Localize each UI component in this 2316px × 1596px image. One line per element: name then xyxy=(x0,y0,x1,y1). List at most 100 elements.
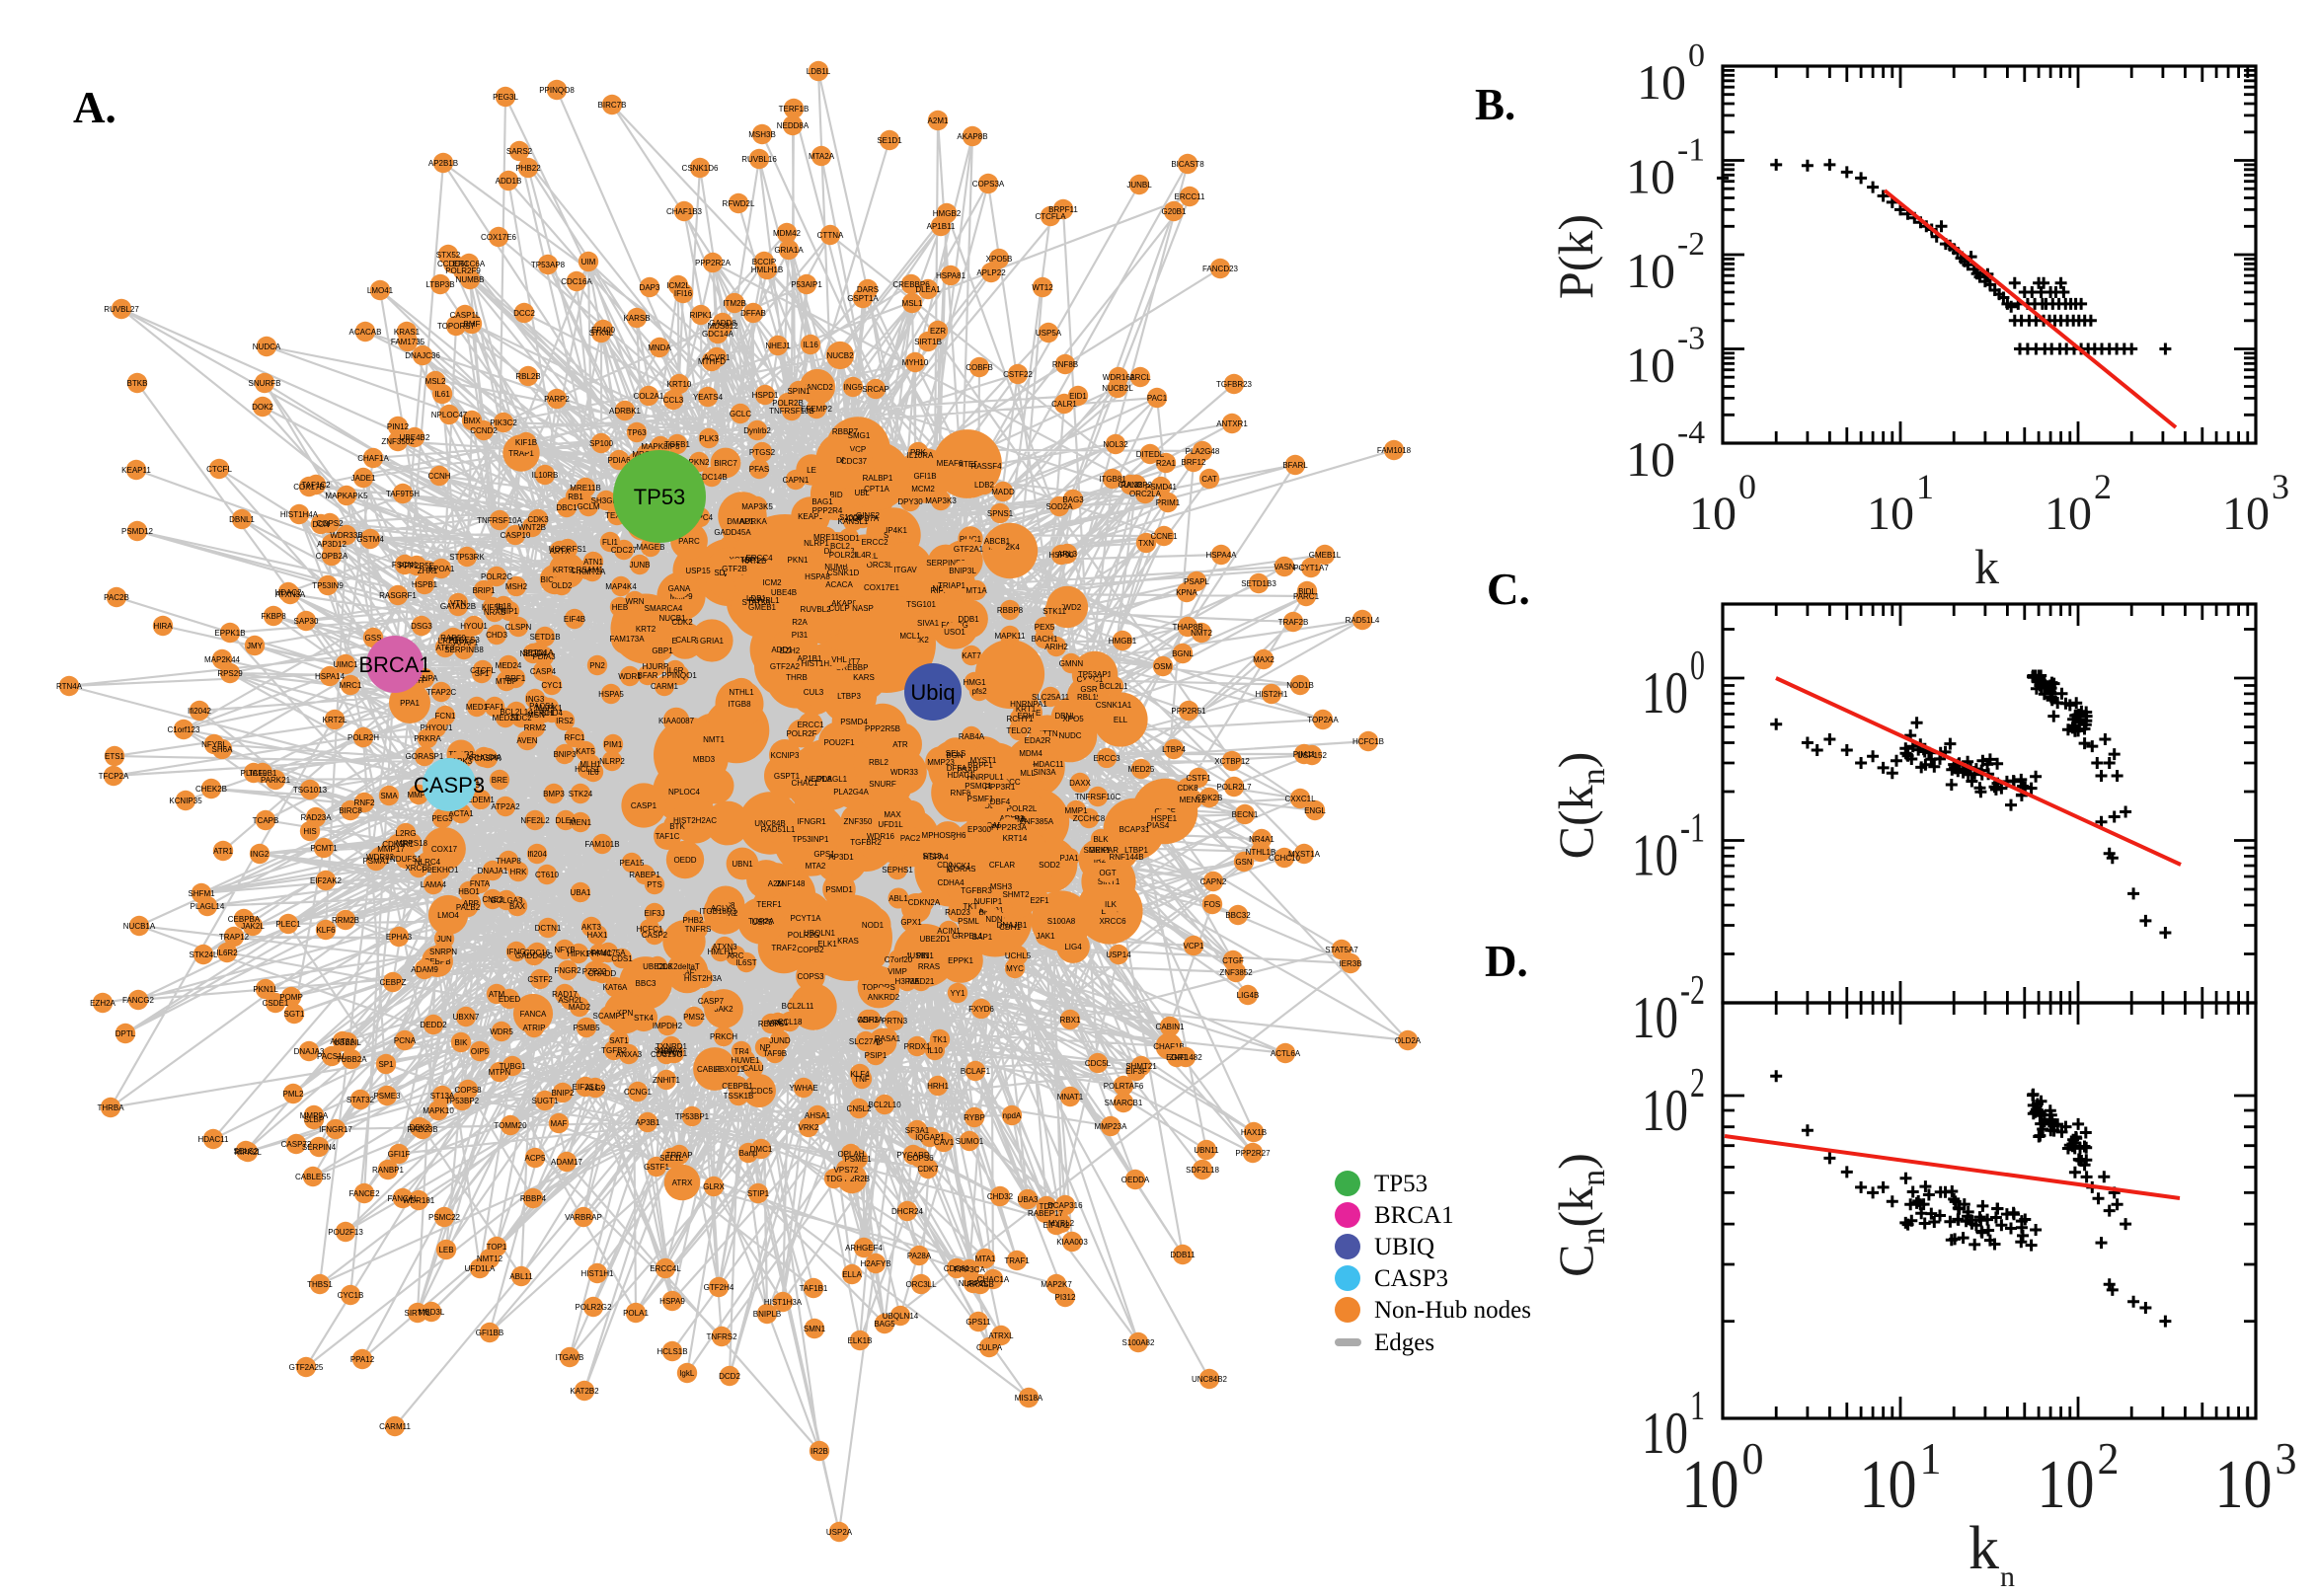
svg-text:EPC1: EPC1 xyxy=(534,709,555,718)
svg-text:BIRC8: BIRC8 xyxy=(339,806,362,815)
svg-text:SH6A: SH6A xyxy=(212,745,234,754)
svg-text:USP14: USP14 xyxy=(1106,950,1131,959)
svg-text:ST13: ST13 xyxy=(922,852,942,861)
svg-text:SELS: SELS xyxy=(946,749,965,758)
svg-text:RRAS: RRAS xyxy=(918,962,940,971)
svg-text:SLC27A6: SLC27A6 xyxy=(849,1037,884,1046)
svg-text:NASP: NASP xyxy=(852,604,874,613)
svg-text:GSR: GSR xyxy=(1080,685,1098,694)
svg-text:IFNG: IFNG xyxy=(506,948,525,956)
svg-text:ING2: ING2 xyxy=(251,850,270,859)
svg-text:UIM: UIM xyxy=(581,258,596,266)
svg-text:GRIA1: GRIA1 xyxy=(700,637,725,646)
svg-text:CSDE1: CSDE1 xyxy=(263,999,289,1008)
svg-text:ST13A: ST13A xyxy=(430,1092,455,1101)
svg-text:PRKRA: PRKRA xyxy=(414,734,441,743)
svg-text:KRT14: KRT14 xyxy=(1003,834,1028,843)
svg-text:CDC37: CDC37 xyxy=(841,457,868,466)
svg-text:RBBP7: RBBP7 xyxy=(832,427,859,436)
svg-text:MYST1: MYST1 xyxy=(970,756,997,765)
svg-text:TP53INP1: TP53INP1 xyxy=(793,835,829,844)
svg-text:Edges: Edges xyxy=(1374,1330,1434,1356)
svg-text:KRT2L: KRT2L xyxy=(323,716,347,724)
svg-text:10: 10 xyxy=(1626,149,1675,204)
svg-text:CEBPBA: CEBPBA xyxy=(228,915,261,924)
svg-text:TNFRS: TNFRS xyxy=(685,925,712,934)
svg-text:CDK2B: CDK2B xyxy=(1197,794,1223,802)
svg-text:BTKB: BTKB xyxy=(127,379,148,388)
svg-text:ARCL: ARCL xyxy=(1129,373,1151,382)
svg-text:ADRBK1: ADRBK1 xyxy=(609,407,642,416)
svg-text:HIS: HIS xyxy=(303,827,316,836)
svg-text:CDK8: CDK8 xyxy=(1177,784,1198,793)
svg-text:GATAD2B: GATAD2B xyxy=(440,602,476,611)
svg-text:WDR5: WDR5 xyxy=(490,1027,513,1036)
svg-text:LDB1L: LDB1L xyxy=(807,67,831,76)
svg-text:RUVBL27: RUVBL27 xyxy=(104,305,139,314)
svg-text:MTPN: MTPN xyxy=(489,1068,511,1077)
svg-text:IL6ST: IL6ST xyxy=(735,958,756,967)
svg-text:CDC14B: CDC14B xyxy=(696,473,728,482)
svg-text:EPPK1B: EPPK1B xyxy=(214,629,245,638)
svg-text:CDK7: CDK7 xyxy=(917,1165,939,1174)
svg-text:VIMP: VIMP xyxy=(888,967,907,976)
svg-text:TRAF2B: TRAF2B xyxy=(1278,618,1309,627)
svg-text:MDM42: MDM42 xyxy=(773,229,802,238)
svg-text:HDAC11: HDAC11 xyxy=(1034,760,1065,769)
svg-text:PLAGL14: PLAGL14 xyxy=(191,902,225,911)
svg-text:POLR2L: POLR2L xyxy=(1007,804,1038,813)
svg-text:GPS1: GPS1 xyxy=(813,850,835,859)
svg-text:EIF3F: EIF3F xyxy=(1125,1067,1147,1076)
svg-text:ATRX: ATRX xyxy=(672,1178,693,1187)
svg-text:VTN: VTN xyxy=(450,599,466,608)
svg-text:NHEJ1: NHEJ1 xyxy=(765,342,791,350)
svg-text:NEDD8A: NEDD8A xyxy=(777,121,810,130)
svg-text:PFAS: PFAS xyxy=(749,465,769,474)
svg-text:HSPA4A: HSPA4A xyxy=(1206,551,1238,560)
svg-text:NUMBB: NUMBB xyxy=(456,275,485,284)
svg-text:SERPINB9: SERPINB9 xyxy=(926,559,965,568)
svg-text:SF1: SF1 xyxy=(475,669,490,678)
svg-text:TSSK1B: TSSK1B xyxy=(724,1092,754,1101)
svg-text:10: 10 xyxy=(2045,488,2092,540)
svg-text:SDF2L18: SDF2L18 xyxy=(1186,1166,1219,1175)
svg-text:BLK: BLK xyxy=(1093,835,1109,844)
svg-text:TRAF1: TRAF1 xyxy=(1004,1256,1030,1265)
svg-text:HSPA9: HSPA9 xyxy=(659,1297,685,1306)
svg-text:NOD1B: NOD1B xyxy=(1286,681,1314,690)
svg-text:AHSA1: AHSA1 xyxy=(805,1111,831,1120)
svg-text:10: 10 xyxy=(1626,338,1675,393)
svg-text:LIG4B: LIG4B xyxy=(1237,991,1260,1000)
svg-text:MTHFD: MTHFD xyxy=(698,357,726,366)
svg-text:CDK3: CDK3 xyxy=(527,515,549,524)
svg-text:LE: LE xyxy=(807,466,816,475)
svg-text:UBQLN14: UBQLN14 xyxy=(883,1312,919,1321)
svg-text:PKN1: PKN1 xyxy=(788,556,809,565)
svg-text:FAM101B: FAM101B xyxy=(584,840,619,849)
svg-text:RBL2: RBL2 xyxy=(869,758,889,767)
svg-text:MIS18A: MIS18A xyxy=(1015,1394,1043,1403)
svg-text:KPNA: KPNA xyxy=(1176,588,1197,597)
svg-text:UBE2IL: UBE2IL xyxy=(334,1038,361,1047)
svg-text:GSN: GSN xyxy=(1235,858,1253,867)
svg-text:IER3B: IER3B xyxy=(1339,959,1361,968)
svg-text:BRCA1: BRCA1 xyxy=(1374,1202,1454,1229)
svg-text:NFE2L2: NFE2L2 xyxy=(520,816,550,825)
svg-text:LTBP3B: LTBP3B xyxy=(425,280,454,289)
svg-text:IFNGR1: IFNGR1 xyxy=(797,817,826,826)
svg-text:POLR2I: POLR2I xyxy=(829,551,857,560)
svg-text:NMT12: NMT12 xyxy=(477,1254,503,1263)
svg-text:UBE2D1: UBE2D1 xyxy=(919,935,951,944)
svg-text:PRDX1: PRDX1 xyxy=(904,1042,931,1051)
svg-text:GADD45G: GADD45G xyxy=(515,951,553,960)
svg-text:EIF4B: EIF4B xyxy=(564,615,585,624)
svg-text:HSPA8: HSPA8 xyxy=(805,572,830,581)
svg-text:ZNF3502: ZNF3502 xyxy=(381,437,415,446)
svg-text:THAP8: THAP8 xyxy=(496,857,521,866)
svg-text:PSMD4: PSMD4 xyxy=(840,718,868,726)
svg-text:USP5: USP5 xyxy=(752,918,773,927)
svg-text:WDR1: WDR1 xyxy=(618,672,642,681)
svg-text:GSTF1: GSTF1 xyxy=(644,1163,669,1172)
svg-text:JUNBL: JUNBL xyxy=(1126,181,1152,190)
svg-text:LEB: LEB xyxy=(438,1246,453,1254)
